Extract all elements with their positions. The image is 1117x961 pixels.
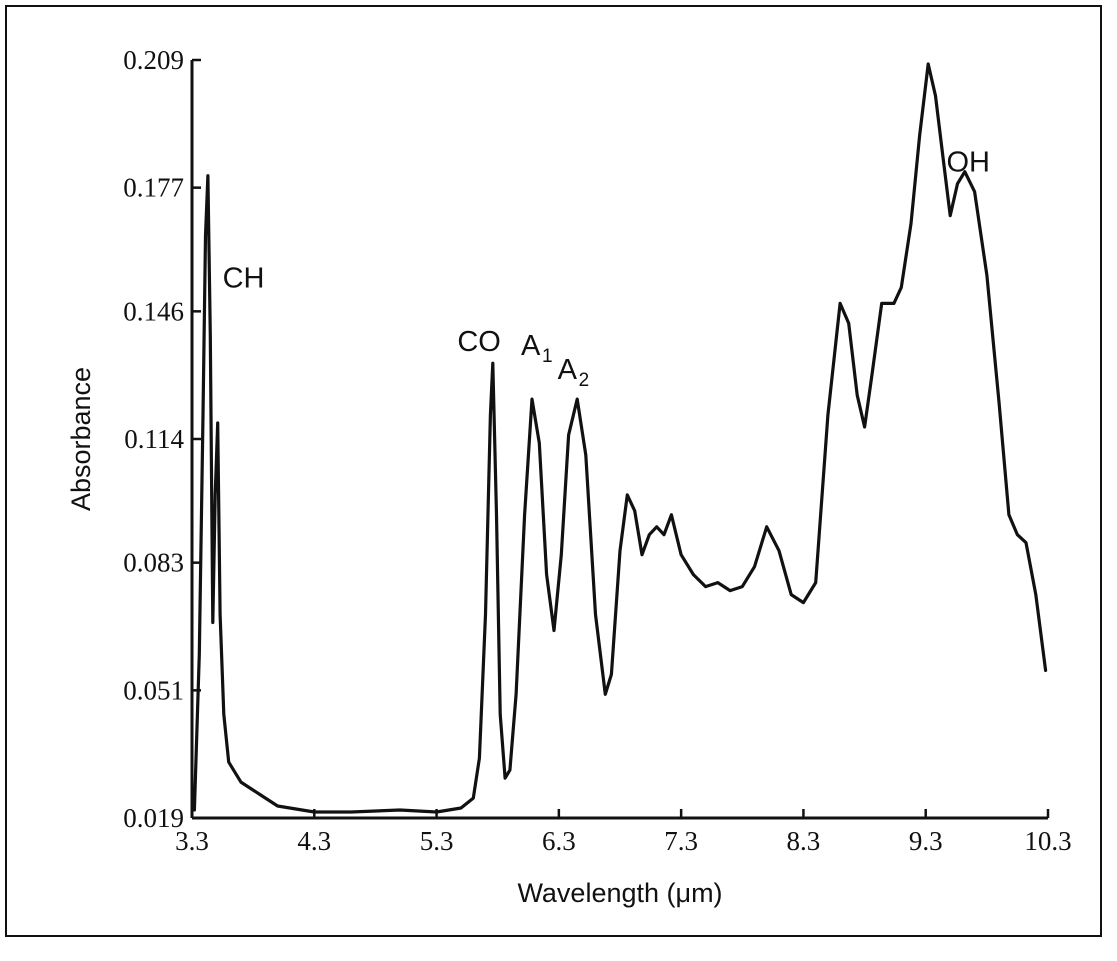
x-tick-label: 7.3 [664, 826, 698, 856]
y-tick-label: 0.146 [123, 296, 184, 326]
y-axis-title: Absorbance [66, 367, 96, 511]
ticks: 0.019 0.051 0.083 0.114 0.146 0.177 0.209 3.3 4.… [123, 45, 1071, 856]
x-tick-label: 8.3 [787, 826, 821, 856]
peak-label-subscript: 2 [579, 370, 590, 391]
y-tick-label: 0.114 [124, 424, 184, 454]
figure-frame [5, 5, 1102, 937]
peak-label-text: A [558, 354, 578, 386]
peak-label-text: CH [223, 262, 265, 294]
x-tick-label: 10.3 [1024, 826, 1071, 856]
y-tick-label: 0.177 [123, 173, 184, 203]
x-tick-label: 5.3 [420, 826, 454, 856]
peak-label-subscript: 1 [542, 346, 553, 367]
y-tick-label: 0.019 [123, 803, 184, 833]
y-tick-label: 0.051 [123, 675, 184, 705]
x-axis-title: Wavelength (μm) [517, 878, 722, 908]
peak-label: CH [223, 262, 265, 294]
y-tick-label: 0.209 [123, 45, 184, 75]
x-tick-label: 9.3 [909, 826, 943, 856]
series-line-0 [192, 62, 1048, 814]
axes [190, 60, 1048, 820]
peak-label-text: A [521, 330, 541, 362]
peak-label: OH [947, 147, 991, 179]
x-tick-label: 3.3 [175, 826, 209, 856]
x-tick-label: 4.3 [297, 826, 331, 856]
x-tick-label: 6.3 [542, 826, 576, 856]
peak-label-text: CO [457, 326, 501, 358]
series-layer [192, 62, 1048, 814]
y-tick-label: 0.083 [123, 548, 184, 578]
peak-label-text: OH [947, 147, 991, 179]
peak-label: CO [457, 326, 501, 358]
